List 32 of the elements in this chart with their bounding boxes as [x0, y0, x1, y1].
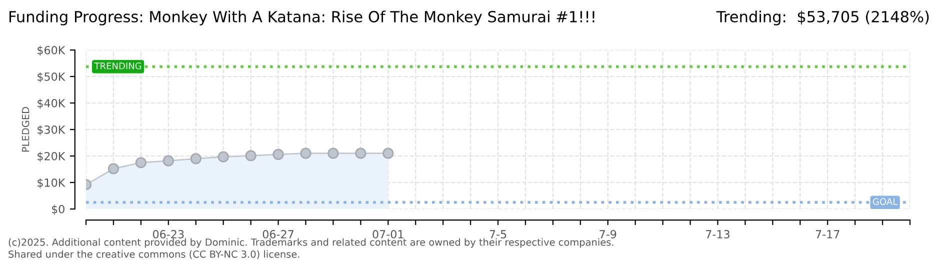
point [218, 151, 229, 162]
ref-line-label: TRENDING [94, 62, 142, 70]
point [162, 155, 174, 166]
point [300, 148, 312, 159]
point [272, 148, 284, 160]
x-tick-label: 07-01 [372, 230, 404, 238]
point [245, 150, 256, 162]
text: (c)2025. Additional content provided by Dominic. Trademarks and related content are owned by their respective companies. [8, 238, 614, 248]
y-tick-label: $10K [38, 178, 66, 188]
x-tick-label: 7-13 [706, 230, 730, 238]
chart-subtitle: Trending: $53,705 (2148%) [716, 10, 929, 26]
point [135, 157, 146, 168]
y-tick-label: $0 [52, 204, 64, 215]
y-tick-label: $30K [38, 125, 66, 136]
point [382, 148, 394, 159]
y-axis-title: PLEDGED [22, 107, 30, 152]
x-tick-label: 06-23 [152, 230, 184, 238]
point [355, 148, 366, 159]
y-tick-label: $50K [38, 72, 66, 82]
x-tick-label: 7-17 [816, 230, 840, 238]
chart-title: Funding Progress: Monkey With A Katana: Rise Of The Monkey Samurai #1!!! [10, 10, 594, 26]
text: Shared under the creative commons (CC BY-NC 3.0) license. [8, 250, 300, 259]
point [190, 153, 202, 164]
x-tick-label: 06-27 [262, 230, 294, 238]
y-tick-label: $20K [38, 152, 66, 162]
x-tick-label: 7-9 [600, 230, 616, 238]
x-tick-label: 7-5 [490, 230, 506, 238]
point [328, 148, 339, 159]
y-tick-label: $40K [38, 98, 66, 109]
y-tick-label: $60K [38, 46, 66, 56]
ref-line-label: GOAL [872, 198, 898, 205]
point [108, 163, 120, 174]
